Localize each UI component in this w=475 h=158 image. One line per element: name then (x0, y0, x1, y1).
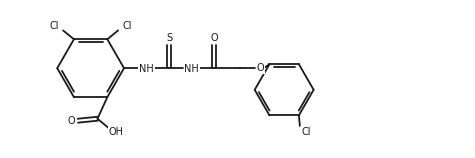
Text: NH: NH (184, 64, 199, 74)
Text: OH: OH (109, 127, 124, 137)
Text: O: O (210, 33, 218, 43)
Text: O: O (257, 63, 265, 73)
Text: NH: NH (139, 64, 154, 74)
Text: Cl: Cl (49, 21, 59, 30)
Text: O: O (67, 116, 75, 126)
Text: Cl: Cl (301, 127, 311, 137)
Text: S: S (166, 33, 172, 43)
Text: Cl: Cl (122, 21, 132, 30)
